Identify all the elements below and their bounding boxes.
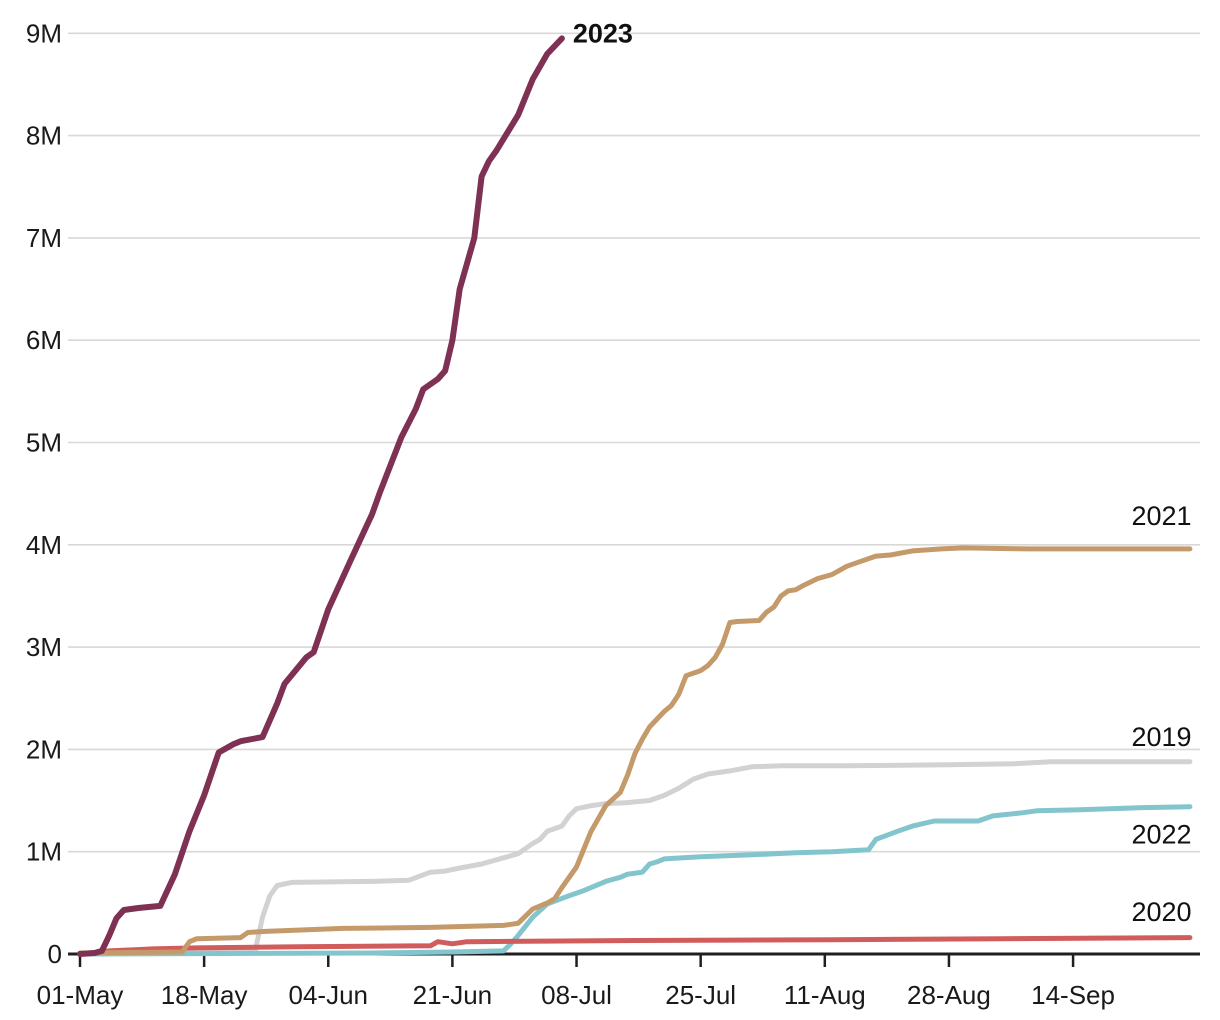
x-axis-tick-label: 01-May (37, 980, 124, 1010)
y-axis-tick-label: 4M (26, 530, 62, 560)
x-axis-tick-label: 18-May (161, 980, 248, 1010)
y-axis-tick-label: 6M (26, 325, 62, 355)
x-axis-tick-label: 21-Jun (413, 980, 493, 1010)
y-axis-tick-label: 3M (26, 632, 62, 662)
x-axis-tick-label: 11-Aug (784, 980, 866, 1010)
series-label-2020: 2020 (1131, 897, 1191, 927)
y-axis-tick-label: 5M (26, 428, 62, 458)
x-axis-tick-label: 25-Jul (665, 980, 736, 1010)
y-axis-tick-label: 2M (26, 734, 62, 764)
series-label-2023: 2023 (573, 18, 633, 48)
y-axis-tick-label: 0 (48, 939, 62, 969)
series-line-2021 (77, 545, 1193, 956)
series-line-2022 (77, 804, 1193, 957)
series-line-2023 (77, 35, 565, 957)
series-line-2019 (77, 759, 1193, 956)
series-label-2019: 2019 (1131, 722, 1191, 752)
x-axis-tick-label: 14-Sep (1031, 980, 1115, 1010)
x-axis-tick-label: 08-Jul (541, 980, 612, 1010)
y-axis-tick-label: 9M (26, 18, 62, 48)
series-label-2022: 2022 (1131, 819, 1191, 849)
x-axis-tick-label: 04-Jun (289, 980, 369, 1010)
x-axis-tick-label: 28-Aug (907, 980, 991, 1010)
y-axis-tick-label: 1M (26, 837, 62, 867)
series-label-2021: 2021 (1131, 501, 1191, 531)
y-axis-tick-label: 8M (26, 121, 62, 151)
y-axis-tick-label: 7M (26, 223, 62, 253)
